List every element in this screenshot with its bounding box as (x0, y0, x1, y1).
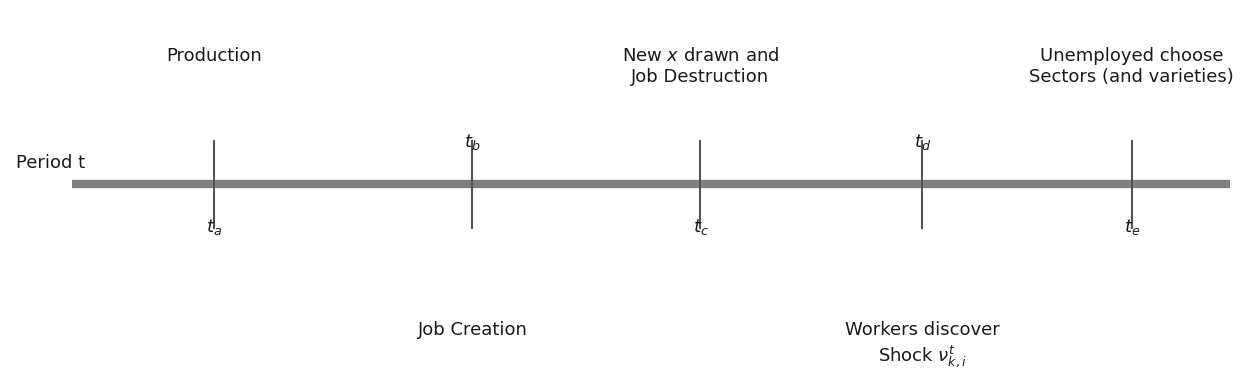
Text: Unemployed choose
Sectors (and varieties): Unemployed choose Sectors (and varieties… (1029, 47, 1234, 86)
Text: $t_e$: $t_e$ (1124, 217, 1140, 237)
Text: Production: Production (166, 47, 262, 66)
Text: New $x$ drawn and
Job Destruction: New $x$ drawn and Job Destruction (621, 47, 779, 86)
Text: $t_b$: $t_b$ (464, 132, 480, 152)
Text: Job Creation: Job Creation (417, 322, 528, 339)
Text: $t_a$: $t_a$ (205, 217, 222, 237)
Text: Period t: Period t (16, 154, 86, 172)
Text: $t_c$: $t_c$ (693, 217, 708, 237)
Text: Workers discover
Shock $\nu^t_{k,i}$: Workers discover Shock $\nu^t_{k,i}$ (845, 322, 999, 369)
Text: $t_d$: $t_d$ (914, 132, 931, 152)
